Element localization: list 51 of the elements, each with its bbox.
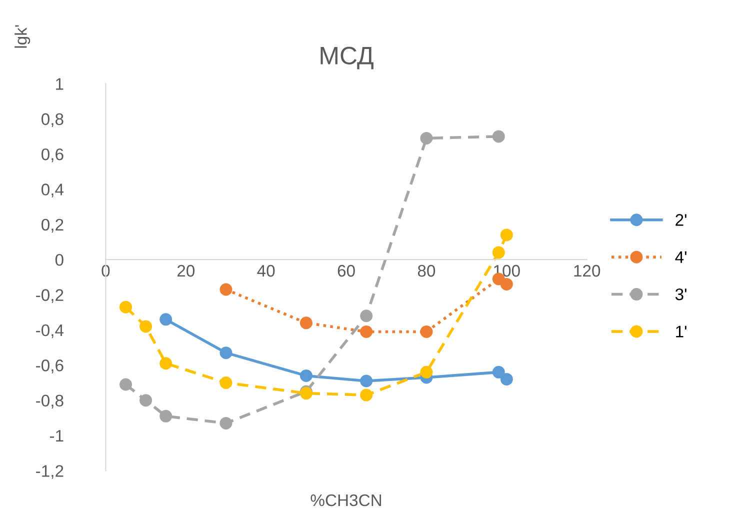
x-tick-label: 120 bbox=[574, 264, 600, 277]
point bbox=[220, 283, 232, 296]
y-tick-label: 0,8 bbox=[42, 113, 64, 128]
x-tick-label: 80 bbox=[418, 264, 436, 277]
y-tick-label: -1,2 bbox=[36, 465, 64, 479]
point bbox=[492, 366, 505, 378]
y-tick-label: -0,8 bbox=[36, 394, 64, 409]
x-tick-label: 40 bbox=[257, 264, 275, 277]
legend-label: 4' bbox=[675, 251, 686, 263]
point bbox=[300, 369, 312, 382]
x-tick-label: 20 bbox=[177, 264, 195, 277]
y-tick-label: 0,2 bbox=[42, 218, 64, 233]
y-tick-label: -0,2 bbox=[36, 289, 64, 303]
point bbox=[500, 372, 513, 386]
y-tick-label: 0 bbox=[55, 254, 64, 266]
x-axis-title: %CH3CN bbox=[310, 494, 382, 506]
point bbox=[360, 325, 373, 338]
point bbox=[140, 394, 152, 407]
point bbox=[160, 410, 172, 422]
y-axis-title: lgk' bbox=[14, 25, 30, 48]
point bbox=[120, 300, 132, 314]
y-tick-label: -1 bbox=[50, 430, 64, 442]
y-tick-label: -0,6 bbox=[36, 360, 64, 374]
y-tick-label: 0,4 bbox=[42, 184, 64, 198]
point bbox=[500, 278, 513, 290]
legend-label: 1' bbox=[676, 326, 686, 338]
point bbox=[420, 132, 433, 144]
point bbox=[420, 325, 433, 338]
point bbox=[120, 378, 132, 391]
point bbox=[220, 376, 232, 389]
point bbox=[360, 310, 373, 322]
legend-label: 3' bbox=[675, 288, 686, 300]
point bbox=[492, 246, 505, 259]
x-tick-label: 60 bbox=[338, 264, 355, 277]
y-tick-label: 0,6 bbox=[42, 148, 64, 162]
point bbox=[300, 316, 312, 330]
point bbox=[500, 228, 513, 242]
legend-label: 2' bbox=[676, 214, 686, 226]
point bbox=[140, 320, 152, 333]
chart-title: МСД bbox=[320, 46, 374, 70]
point bbox=[160, 357, 172, 370]
point bbox=[160, 313, 172, 326]
point bbox=[360, 388, 373, 402]
point bbox=[220, 346, 232, 360]
point bbox=[220, 416, 232, 430]
y-tick-label: -0,4 bbox=[36, 324, 64, 338]
point bbox=[420, 366, 433, 378]
y-tick-label: 1 bbox=[56, 78, 64, 90]
point bbox=[492, 130, 505, 143]
x-tick-label: 0 bbox=[102, 264, 110, 277]
point bbox=[360, 374, 373, 388]
